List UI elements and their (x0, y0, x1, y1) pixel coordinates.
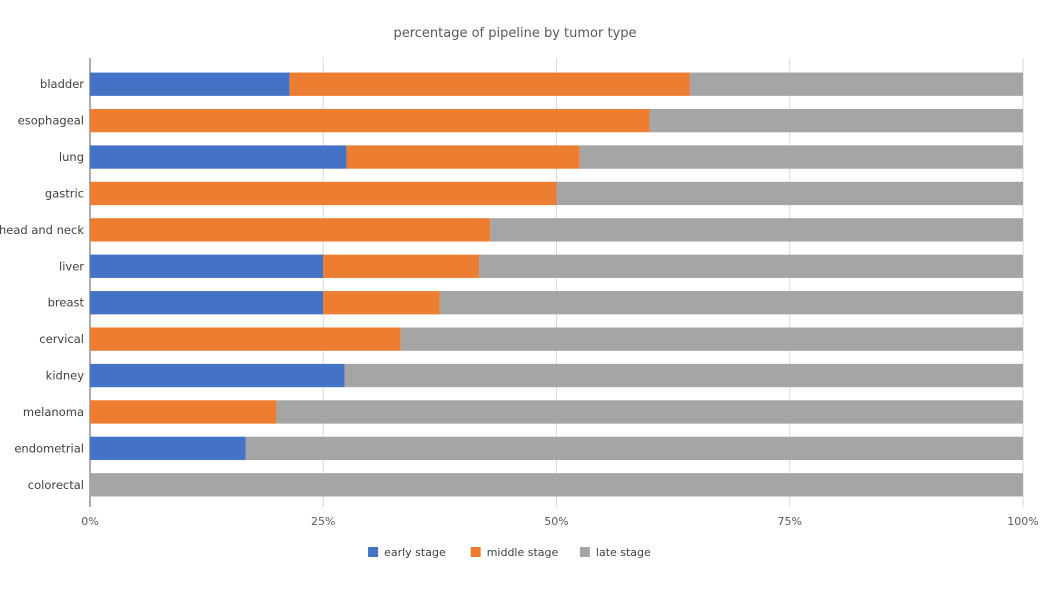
bar-segment (579, 145, 1023, 169)
x-tick-label: 100% (1007, 515, 1038, 528)
x-tick-label: 25% (311, 515, 335, 528)
bar-segment (90, 72, 290, 96)
legend-swatch (579, 547, 590, 557)
legend-swatch (368, 547, 379, 557)
category-label: liver (59, 259, 84, 273)
category-label: endometrial (14, 441, 84, 455)
chart-title: percentage of pipeline by tumor type (393, 26, 636, 41)
bar-segment (479, 254, 1023, 278)
category-label: esophageal (18, 114, 84, 128)
x-tick-labels: 0% 25% 50% 75% 100% (81, 515, 1038, 528)
bar-segment (556, 181, 1023, 206)
category-label: breast (48, 296, 85, 310)
category-label: cervical (39, 332, 84, 346)
bar-segment (90, 218, 491, 242)
category-label: lung (59, 150, 84, 164)
bar-segment (90, 181, 557, 206)
legend-label: middle stage (487, 546, 559, 559)
bar-segment (439, 291, 1023, 315)
legend: early stage middle stage late stage (368, 546, 651, 559)
bar-segment (90, 473, 1023, 497)
bar-segment (90, 436, 246, 461)
bar-segment (245, 436, 1023, 461)
bar-segment (400, 327, 1024, 351)
bar-segment (90, 291, 324, 315)
category-label: colorectal (28, 478, 84, 492)
category-label: bladder (40, 77, 84, 91)
bar-segment (276, 400, 1024, 424)
bar-segment (90, 327, 401, 351)
x-tick-label: 0% (81, 515, 98, 528)
bars (90, 72, 1024, 497)
gridlines (89, 58, 1024, 507)
bar-segment (90, 363, 345, 388)
x-tick-label: 75% (778, 515, 802, 528)
bar-segment (490, 218, 1024, 242)
category-labels: bladder esophageal lung gastric head and nec… (0, 77, 84, 492)
x-tick-label: 50% (544, 515, 568, 528)
category-label: kidney (46, 369, 85, 383)
bar-segment (344, 363, 1024, 388)
category-label: melanoma (23, 405, 84, 419)
bar-segment (649, 108, 1023, 133)
bar-segment (689, 72, 1023, 96)
bar-segment (90, 254, 324, 278)
bar-segment (90, 145, 347, 169)
category-label: head and neck (0, 223, 84, 237)
legend-label: early stage (384, 546, 446, 559)
bar-segment (90, 400, 277, 424)
bar-segment (323, 291, 440, 315)
legend-swatch (470, 547, 481, 557)
bar-segment (346, 145, 580, 169)
bar-segment (90, 108, 650, 133)
legend-label: late stage (596, 546, 651, 559)
bar-segment (289, 72, 690, 96)
category-label: gastric (45, 186, 84, 200)
bar-segment (323, 254, 480, 278)
